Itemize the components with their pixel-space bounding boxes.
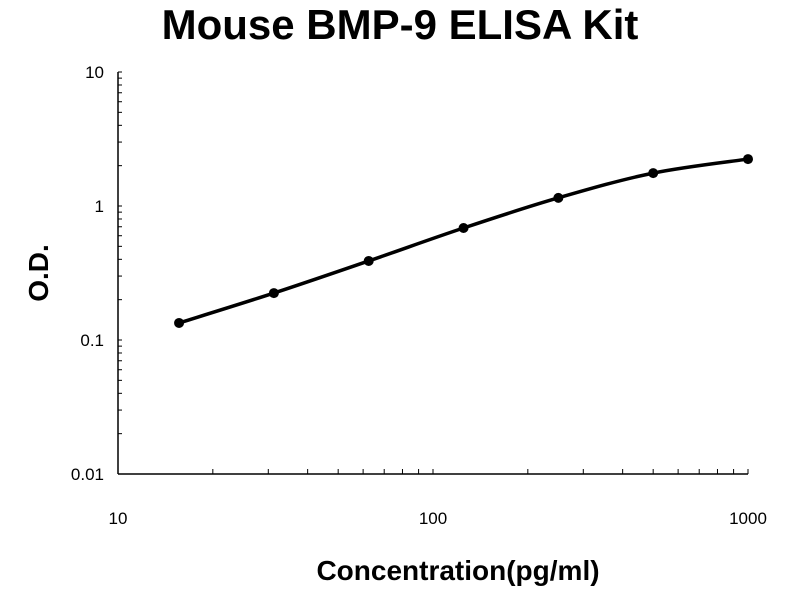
x-tick-label: 100	[419, 509, 447, 528]
y-tick-label: 0.1	[80, 331, 104, 350]
data-point	[458, 223, 469, 234]
data-point	[268, 288, 279, 299]
data-point	[553, 192, 564, 203]
y-tick-label: 0.01	[71, 465, 104, 484]
data-point	[743, 154, 753, 165]
axes	[117, 71, 749, 475]
y-tick-label: 10	[85, 63, 104, 82]
tick-labels: 10 100 1000 0.01 0.1 1 10	[71, 63, 767, 528]
x-axis-label: Concentration(pg/ml)	[316, 555, 599, 586]
y-tick-label: 1	[95, 197, 104, 216]
data-point	[174, 317, 185, 328]
y-axis-label: O.D.	[23, 244, 54, 302]
data-point	[648, 168, 659, 179]
chart-title: Mouse BMP-9 ELISA Kit	[161, 1, 639, 48]
x-tick-label: 10	[109, 509, 128, 528]
x-tick-label: 1000	[729, 509, 767, 528]
data-point	[363, 255, 374, 266]
series-line	[178, 157, 749, 325]
data-points	[174, 154, 753, 328]
